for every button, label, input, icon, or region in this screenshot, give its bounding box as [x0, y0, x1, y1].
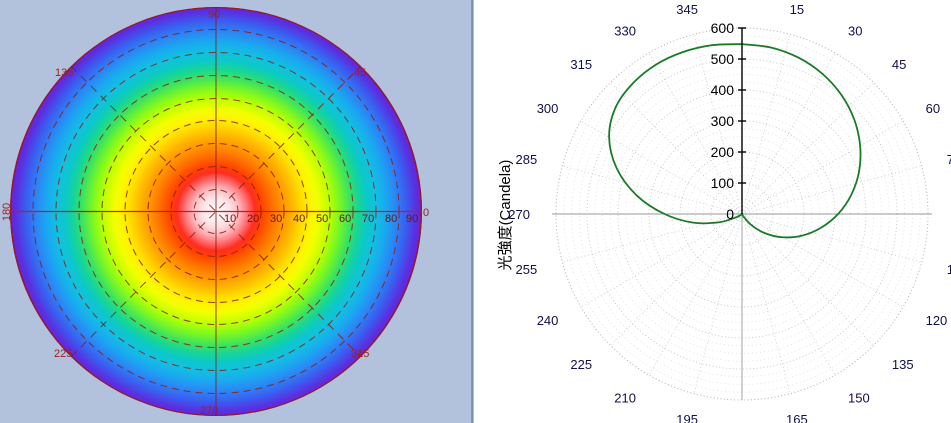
iso-radial-label-80: 80: [385, 213, 398, 225]
radial-tick-label-500: 500: [711, 51, 735, 67]
angular-tick-label-75: 75: [947, 152, 951, 167]
angular-tick-label-210: 210: [614, 391, 636, 406]
angular-tick-label-135: 135: [892, 357, 914, 372]
radial-tick-label-400: 400: [711, 82, 735, 98]
polar-angular-labels: 0153045607590105120135150165180195210225…: [508, 0, 951, 423]
radial-tick-label-600: 600: [711, 20, 735, 36]
angular-tick-label-30: 30: [848, 23, 862, 38]
iso-angle-label-0: 0: [423, 207, 430, 219]
angular-tick-label-300: 300: [537, 101, 559, 116]
iso-radial-label-50: 50: [316, 213, 329, 225]
intensity-curve: [608, 43, 862, 239]
isocandela-plot: 10 20 30 40 50 60 70 80 90 90 45 0 315 2…: [1, 7, 429, 417]
isocandela-panel: 10 20 30 40 50 60 70 80 90 90 45 0 315 2…: [0, 0, 474, 423]
iso-radial-label-10: 10: [224, 213, 237, 225]
angular-tick-label-195: 195: [676, 412, 698, 423]
radial-tick-label-300: 300: [711, 113, 735, 129]
polar-radial-ticks: 0 100 200 300 400 500 600: [711, 20, 746, 222]
angular-tick-label-225: 225: [570, 357, 592, 372]
angular-tick-label-240: 240: [537, 313, 559, 328]
angular-tick-label-105: 105: [947, 262, 951, 277]
angular-tick-label-60: 60: [926, 101, 940, 116]
polar-grid: [552, 27, 932, 401]
angular-tick-label-165: 165: [786, 412, 808, 423]
iso-radial-label-90: 90: [406, 213, 419, 225]
angular-tick-label-270: 270: [508, 207, 530, 222]
radial-tick-label-100: 100: [711, 175, 735, 191]
angular-tick-label-330: 330: [614, 23, 636, 38]
angular-tick-label-0: 0: [738, 0, 745, 1]
iso-radial-label-40: 40: [293, 213, 306, 225]
iso-angle-label-90: 90: [208, 9, 221, 21]
iso-angle-label-315: 315: [351, 348, 370, 360]
iso-radial-label-60: 60: [339, 213, 352, 225]
angular-tick-label-315: 315: [570, 57, 592, 72]
angular-tick-label-255: 255: [516, 262, 538, 277]
panel-divider: [471, 0, 474, 423]
y-axis-label: 光強度(Candela): [497, 160, 514, 271]
angular-tick-label-285: 285: [516, 152, 538, 167]
radial-tick-label-200: 200: [711, 144, 735, 160]
angular-tick-label-150: 150: [848, 391, 870, 406]
iso-angle-label-45: 45: [354, 67, 367, 79]
angular-tick-label-120: 120: [926, 313, 948, 328]
iso-angle-label-270: 270: [200, 405, 219, 417]
iso-angle-label-180: 180: [1, 202, 14, 222]
isocandela-grid-overlay: [10, 7, 422, 416]
iso-radial-label-30: 30: [270, 213, 283, 225]
iso-radial-label-20: 20: [247, 213, 260, 225]
iso-angle-label-225: 225: [54, 348, 73, 360]
iso-angle-label-135: 135: [55, 67, 74, 79]
polar-curve-group: [608, 43, 862, 239]
iso-radial-label-70: 70: [362, 213, 375, 225]
angular-tick-label-15: 15: [790, 2, 804, 17]
angular-tick-label-45: 45: [892, 57, 906, 72]
radial-tick-label-0: 0: [726, 206, 734, 222]
angular-tick-label-345: 345: [676, 2, 698, 17]
